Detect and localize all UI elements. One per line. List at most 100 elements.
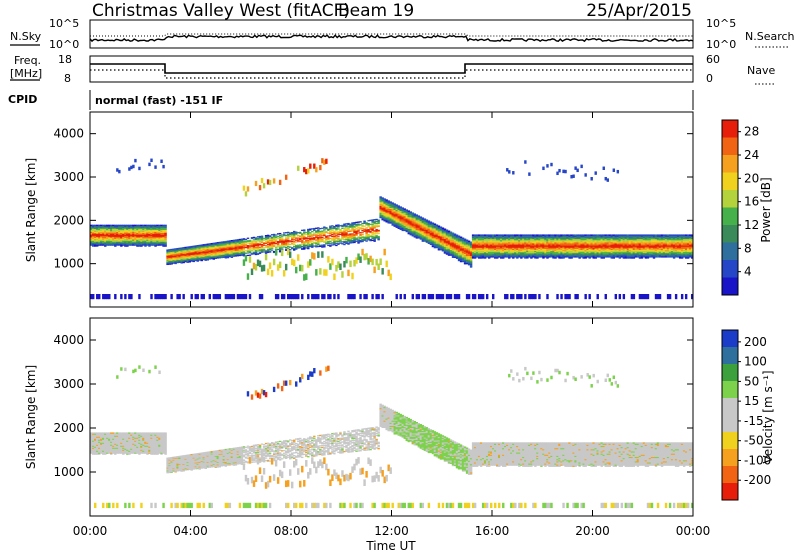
data-cell	[158, 228, 161, 230]
data-cell	[415, 227, 419, 229]
data-cell	[325, 158, 328, 164]
data-cell	[268, 236, 272, 238]
data-cell	[204, 256, 207, 258]
data-cell	[260, 238, 264, 241]
data-cell	[369, 227, 372, 230]
data-cell	[291, 258, 294, 266]
data-cell	[373, 239, 376, 241]
data-cell	[126, 233, 129, 235]
data-cell	[152, 237, 155, 239]
data-cell	[395, 223, 398, 225]
data-cell	[196, 259, 199, 261]
data-cell	[278, 241, 282, 243]
data-cell	[481, 294, 485, 300]
data-cell	[431, 244, 435, 247]
data-cell	[96, 233, 99, 235]
data-cell	[293, 247, 296, 250]
data-cell	[150, 224, 153, 227]
data-cell	[363, 230, 366, 232]
data-cell	[160, 237, 163, 239]
data-cell	[295, 234, 298, 236]
data-cell	[208, 244, 211, 246]
data-cell	[190, 252, 193, 254]
data-cell	[367, 231, 370, 233]
data-cell	[150, 229, 153, 231]
data-cell	[429, 239, 433, 241]
data-cell	[272, 250, 276, 253]
data-cell	[102, 235, 105, 237]
data-cell	[174, 252, 177, 254]
data-cell	[252, 249, 256, 251]
data-cell	[142, 228, 145, 230]
data-cell	[431, 224, 435, 227]
data-cell	[359, 241, 362, 243]
data-cell	[303, 242, 306, 245]
data-cell	[192, 246, 195, 248]
data-cell	[124, 294, 127, 300]
data-cell	[126, 232, 129, 234]
data-cell	[194, 251, 197, 254]
data-cell	[252, 243, 256, 245]
data-cell	[130, 237, 133, 239]
data-cell	[250, 252, 254, 254]
data-cell	[381, 210, 384, 213]
data-cell	[134, 239, 137, 241]
data-cell	[405, 210, 408, 212]
data-cell	[355, 257, 358, 264]
data-cell	[262, 237, 266, 240]
data-cell	[146, 237, 149, 239]
data-cell	[409, 218, 412, 221]
data-cell	[375, 294, 378, 300]
data-cell	[230, 243, 234, 246]
noise-traces	[89, 33, 694, 43]
data-cell	[226, 242, 230, 245]
data-cell	[160, 229, 163, 231]
data-cell	[190, 246, 193, 248]
data-cell	[194, 257, 197, 259]
data-cell	[110, 228, 113, 230]
data-cell	[381, 214, 384, 217]
data-cell	[108, 241, 111, 243]
data-cell	[387, 215, 390, 218]
data-cell	[218, 241, 222, 243]
data-cell	[254, 247, 258, 249]
data-cell	[216, 251, 220, 253]
data-cell	[377, 294, 380, 300]
data-cell	[413, 226, 417, 228]
data-cell	[118, 232, 121, 234]
data-cell	[228, 256, 232, 258]
data-cell	[106, 243, 109, 245]
data-cell	[345, 230, 348, 232]
data-cell	[200, 249, 203, 251]
data-cell	[196, 245, 199, 247]
data-cell	[293, 245, 296, 248]
data-cell	[232, 240, 236, 242]
data-cell	[266, 268, 270, 276]
data-cell	[100, 244, 103, 246]
data-cell	[150, 233, 153, 235]
data-cell	[258, 185, 262, 191]
data-cell	[375, 222, 378, 225]
data-cell	[375, 220, 378, 223]
data-cell	[222, 250, 226, 252]
data-cell	[429, 240, 433, 242]
data-cell	[321, 237, 324, 239]
data-cell	[194, 245, 197, 247]
data-cell	[417, 221, 421, 224]
data-cell	[345, 231, 348, 234]
data-cell	[104, 243, 107, 245]
data-cell	[280, 241, 284, 243]
data-cell	[311, 243, 314, 246]
data-cell	[349, 260, 352, 268]
data-cell	[423, 221, 427, 224]
data-cell	[377, 222, 380, 225]
data-cell	[309, 234, 312, 236]
data-cell	[262, 183, 266, 189]
data-cell	[224, 241, 228, 243]
data-cell	[200, 258, 203, 260]
data-cell	[168, 255, 171, 257]
data-cell	[343, 224, 346, 226]
data-cell	[327, 240, 330, 243]
data-cell	[351, 238, 354, 240]
data-cell	[238, 250, 242, 252]
